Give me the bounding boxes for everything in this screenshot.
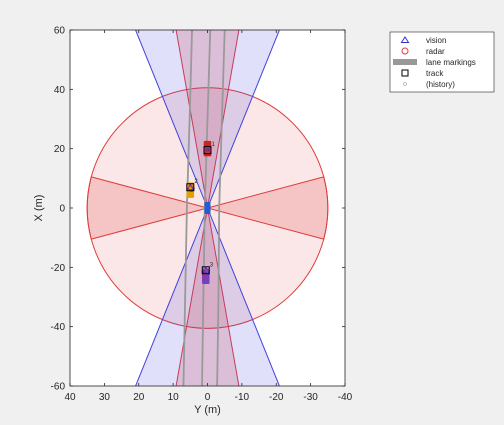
legend-label-vision: vision xyxy=(426,36,446,45)
y-tick-label: 20 xyxy=(54,144,66,155)
radar-coverage-right-4 xyxy=(205,176,329,240)
lane-marking-right xyxy=(216,30,226,386)
axes: 40 30 20 10 0 -10 -20 -30 -40 -60 -40 -20 0 20 40 60 xyxy=(51,26,353,404)
y-axis-label: X (m) xyxy=(33,195,45,222)
y-tick-label: 60 xyxy=(54,26,66,37)
radar-detection-1 xyxy=(204,146,211,154)
x-axis-label: Y (m) xyxy=(194,404,221,416)
legend-label-radar: radar xyxy=(426,47,445,56)
legend-label-track: track xyxy=(426,69,444,78)
y-tick-label: -60 xyxy=(51,382,66,393)
track-label-3: 3 xyxy=(210,262,214,268)
y-tick-label: 40 xyxy=(54,85,66,96)
legend-marker-vision xyxy=(400,36,410,43)
y-tick-label: -20 xyxy=(51,263,66,274)
track-label-1: 1 xyxy=(212,142,216,148)
x-tick-label: -30 xyxy=(303,392,318,403)
vision-coverage-rear-6 xyxy=(135,206,280,386)
x-tick-label: 10 xyxy=(168,392,180,403)
ego-vehicle xyxy=(204,202,211,214)
y-tick-label: 0 xyxy=(59,204,65,215)
track-label-2: 2 xyxy=(194,179,198,185)
x-tick-label: -40 xyxy=(338,392,353,403)
y-tick-label: -40 xyxy=(51,322,66,333)
legend-label-lane-markings: lane markings xyxy=(426,58,476,67)
lane-marking-left xyxy=(182,30,193,386)
x-tick-label: 20 xyxy=(133,392,145,403)
track-3 xyxy=(201,266,210,275)
plot-content: 1 2 3 xyxy=(86,30,329,386)
legend-marker-track xyxy=(401,69,409,77)
legend-marker-history xyxy=(403,82,407,86)
legend-marker-lane-markings xyxy=(393,59,417,65)
x-tick-label: -20 xyxy=(269,392,284,403)
legend: vision radar lane markings track (history) xyxy=(389,31,495,93)
vehicle-3 xyxy=(202,268,210,284)
x-tick-label: 0 xyxy=(205,392,211,403)
legend-label-history: (history) xyxy=(426,80,455,89)
radar-coverage-left-3 xyxy=(86,176,210,240)
track-2 xyxy=(186,183,195,192)
x-tick-label: 40 xyxy=(64,392,76,403)
x-tick-label: 30 xyxy=(99,392,111,403)
legend-marker-radar xyxy=(401,47,409,55)
radar-coverage-rear-2 xyxy=(175,207,240,386)
track-1 xyxy=(203,146,212,155)
x-tick-label: -10 xyxy=(235,392,250,403)
